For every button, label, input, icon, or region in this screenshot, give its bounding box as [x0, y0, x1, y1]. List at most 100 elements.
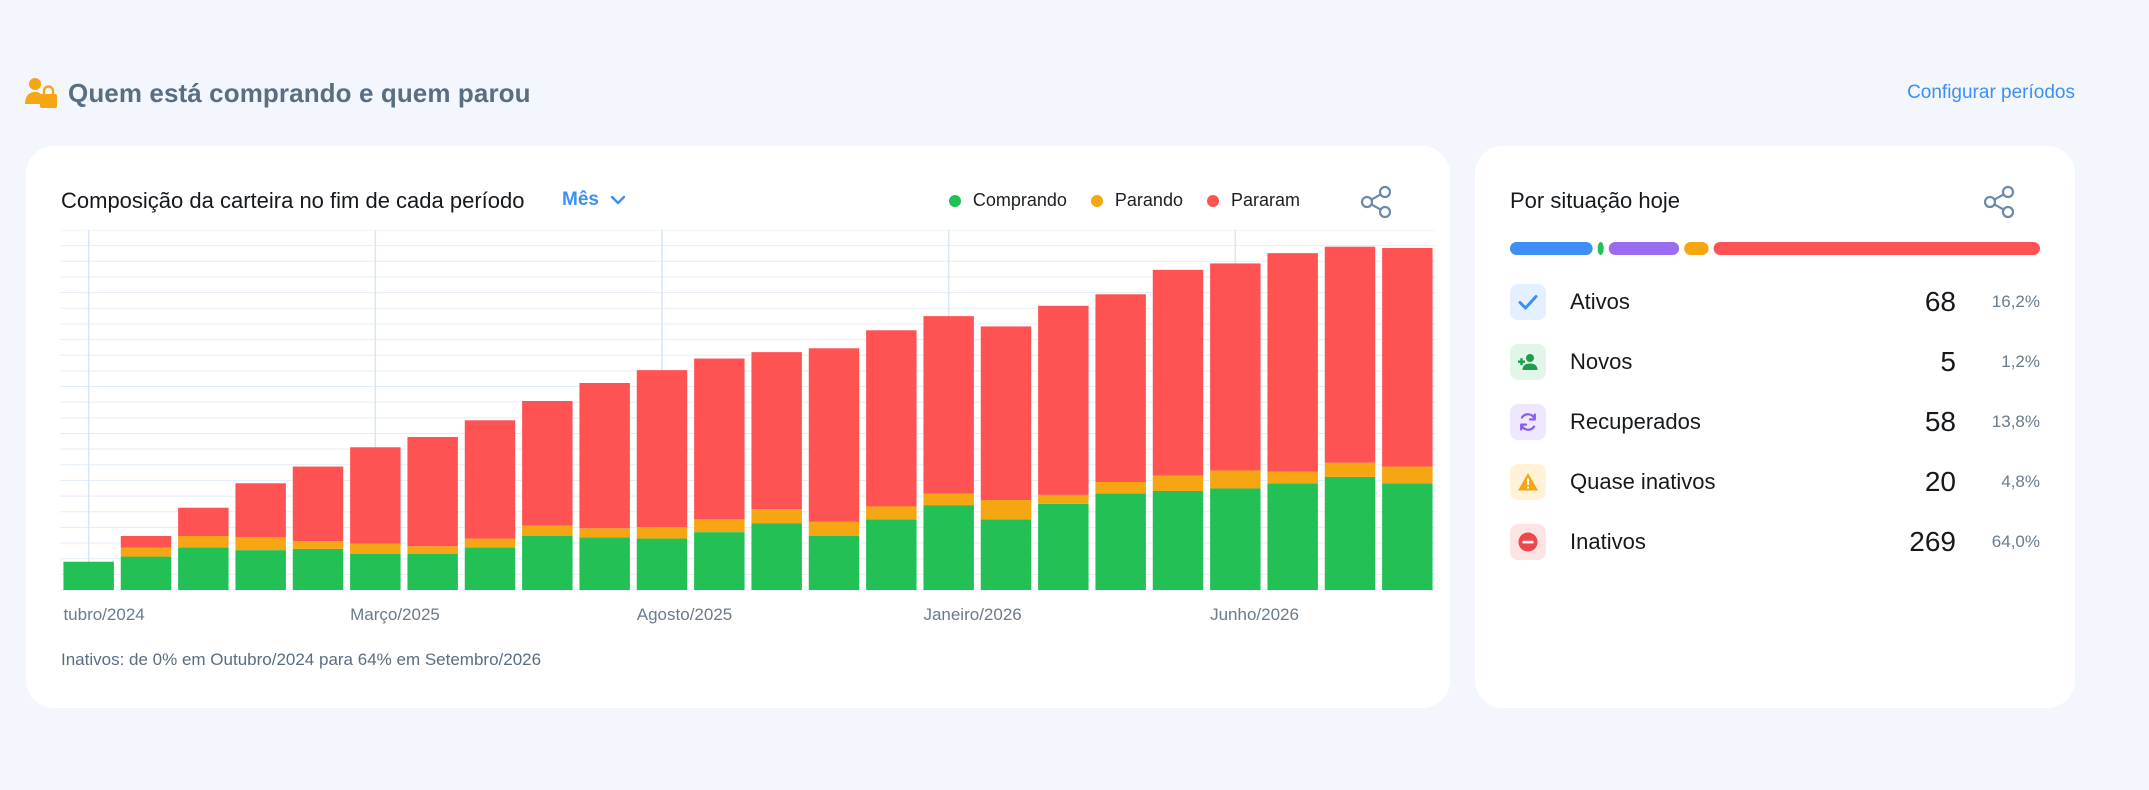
- bar-segment-parando: [1267, 471, 1318, 484]
- status-bar-segment: [1684, 242, 1709, 255]
- x-tick-label: Agosto/2025: [637, 605, 732, 624]
- legend-dot-comprando: [948, 194, 961, 207]
- status-icon-box: [1510, 404, 1546, 440]
- bar-segment-parando: [751, 509, 802, 524]
- bar-segment-parando: [866, 506, 917, 520]
- bar-segment-pararam: [1382, 248, 1433, 467]
- bar-segment-parando: [522, 525, 573, 536]
- legend-dot-pararam: [1206, 194, 1219, 207]
- bar-segment-pararam: [1324, 246, 1376, 463]
- status-list: Ativos 68 16,2% Novos 5 1,2%: [1510, 272, 2040, 572]
- status-title: Por situação hoje: [1510, 188, 1680, 213]
- x-tick-label: Janeiro/2026: [923, 605, 1021, 624]
- status-distribution-bar: [1510, 242, 2040, 255]
- period-select[interactable]: Mês: [562, 189, 627, 211]
- chart-legend: Comprando Parando Pararam: [948, 190, 1300, 211]
- status-card: Por situação hoje Ativos 68 16,2%: [1475, 146, 2075, 708]
- status-percent: 4,8%: [2001, 472, 2040, 491]
- status-row-novos[interactable]: Novos 5 1,2%: [1510, 332, 2040, 392]
- composition-title: Composição da carteira no fim de cada pe…: [61, 188, 525, 213]
- bar-segment-comprando: [579, 537, 630, 590]
- bar-segment-parando: [1210, 470, 1261, 489]
- bar-segment-pararam: [178, 507, 229, 536]
- status-count: 5: [1940, 346, 1956, 377]
- user-shopping-icon: [25, 78, 57, 108]
- bar-segment-pararam: [923, 316, 974, 494]
- composition-card: Composição da carteira no fim de cada pe…: [26, 146, 1450, 708]
- status-bar-segment: [1597, 242, 1604, 255]
- status-percent: 1,2%: [2001, 352, 2040, 371]
- bar-segment-pararam: [980, 326, 1032, 500]
- bar-segment-pararam: [751, 352, 802, 509]
- x-tick-label: Junho/2026: [1210, 605, 1299, 624]
- bar-segment-comprando: [1267, 483, 1318, 590]
- status-row-recuperados[interactable]: Recuperados 58 13,8%: [1510, 392, 2040, 452]
- status-percent: 16,2%: [1991, 292, 2040, 311]
- bar-segment-parando: [579, 528, 630, 538]
- x-tick-label: tubro/2024: [63, 605, 144, 624]
- status-label: Recuperados: [1570, 409, 1701, 434]
- bar-segment-pararam: [1267, 253, 1318, 472]
- bar-segment-parando: [694, 519, 745, 533]
- bar-segment-parando: [923, 493, 974, 506]
- legend-label-pararam: Pararam: [1230, 190, 1300, 210]
- status-icon-box: [1510, 524, 1546, 560]
- status-bar-segment: [1510, 242, 1593, 255]
- bar-segment-comprando: [866, 519, 917, 590]
- bar-segment-comprando: [1382, 483, 1433, 590]
- status-label: Quase inativos: [1570, 469, 1716, 494]
- bar-segment-parando: [120, 547, 172, 557]
- chevron-down-icon: [610, 195, 626, 205]
- bar-segment-comprando: [636, 538, 688, 590]
- legend-item-parando: Parando: [1090, 190, 1183, 211]
- section-header: Quem está comprando e quem parou Configu…: [24, 72, 2075, 116]
- status-row-inativos[interactable]: Inativos 269 64,0%: [1510, 512, 2040, 572]
- bar-segment-comprando: [407, 554, 458, 590]
- bar-segment-pararam: [407, 437, 458, 547]
- composition-chart: tubro/2024 Março/2025 Agosto/2025 Janeiro/2…: [60, 230, 1436, 624]
- bar-segment-parando: [178, 536, 229, 548]
- status-label: Inativos: [1570, 529, 1646, 554]
- bar-segment-pararam: [808, 348, 860, 522]
- bar-segment-pararam: [464, 420, 516, 539]
- block-icon: [1518, 532, 1538, 552]
- bar-segment-pararam: [579, 383, 630, 529]
- bar-segment-comprando: [522, 536, 573, 590]
- configure-periods-link[interactable]: Configurar períodos: [1907, 82, 2075, 103]
- bar-segment-comprando: [235, 550, 286, 590]
- chart-caption: Inativos: de 0% em Outubro/2024 para 64%…: [61, 650, 542, 669]
- status-icon-box: [1510, 284, 1546, 320]
- status-row-ativos[interactable]: Ativos 68 16,2%: [1510, 272, 2040, 332]
- bar-segment-parando: [350, 543, 401, 554]
- status-percent: 64,0%: [1991, 532, 2040, 551]
- bar-segment-pararam: [1038, 305, 1089, 495]
- bar-segment-parando: [235, 537, 286, 551]
- status-icon-box: [1510, 464, 1546, 500]
- bar-segment-pararam: [636, 370, 688, 527]
- bar-segment-parando: [464, 538, 516, 548]
- status-bar-segment: [1608, 242, 1680, 255]
- check-icon: [1518, 295, 1538, 310]
- bar-segment-comprando: [350, 554, 401, 590]
- bar-segment-pararam: [522, 401, 573, 526]
- refresh-icon: [1520, 413, 1536, 431]
- status-share-button[interactable]: [1981, 184, 2017, 220]
- bar-segment-parando: [292, 541, 344, 549]
- section-title: Quem está comprando e quem parou: [68, 78, 531, 108]
- bar-segment-pararam: [292, 466, 344, 542]
- bar-segment-pararam: [235, 483, 286, 538]
- bar-segment-comprando: [1210, 488, 1261, 590]
- bar-segment-pararam: [1095, 294, 1146, 482]
- bar-segment-pararam: [350, 447, 401, 544]
- bar-segment-comprando: [980, 519, 1032, 590]
- share-button[interactable]: [1358, 184, 1394, 220]
- status-count: 269: [1909, 526, 1956, 557]
- status-percent: 13,8%: [1991, 412, 2040, 431]
- bar-segment-comprando: [292, 548, 344, 590]
- status-count: 68: [1924, 286, 1956, 317]
- status-row-quase-inativos[interactable]: Quase inativos 20 4,8%: [1510, 452, 2040, 512]
- bar-segment-comprando: [751, 523, 802, 590]
- person-add-icon: [1518, 354, 1538, 370]
- bar-segment-pararam: [1210, 263, 1261, 471]
- bar-segment-parando: [1382, 466, 1433, 484]
